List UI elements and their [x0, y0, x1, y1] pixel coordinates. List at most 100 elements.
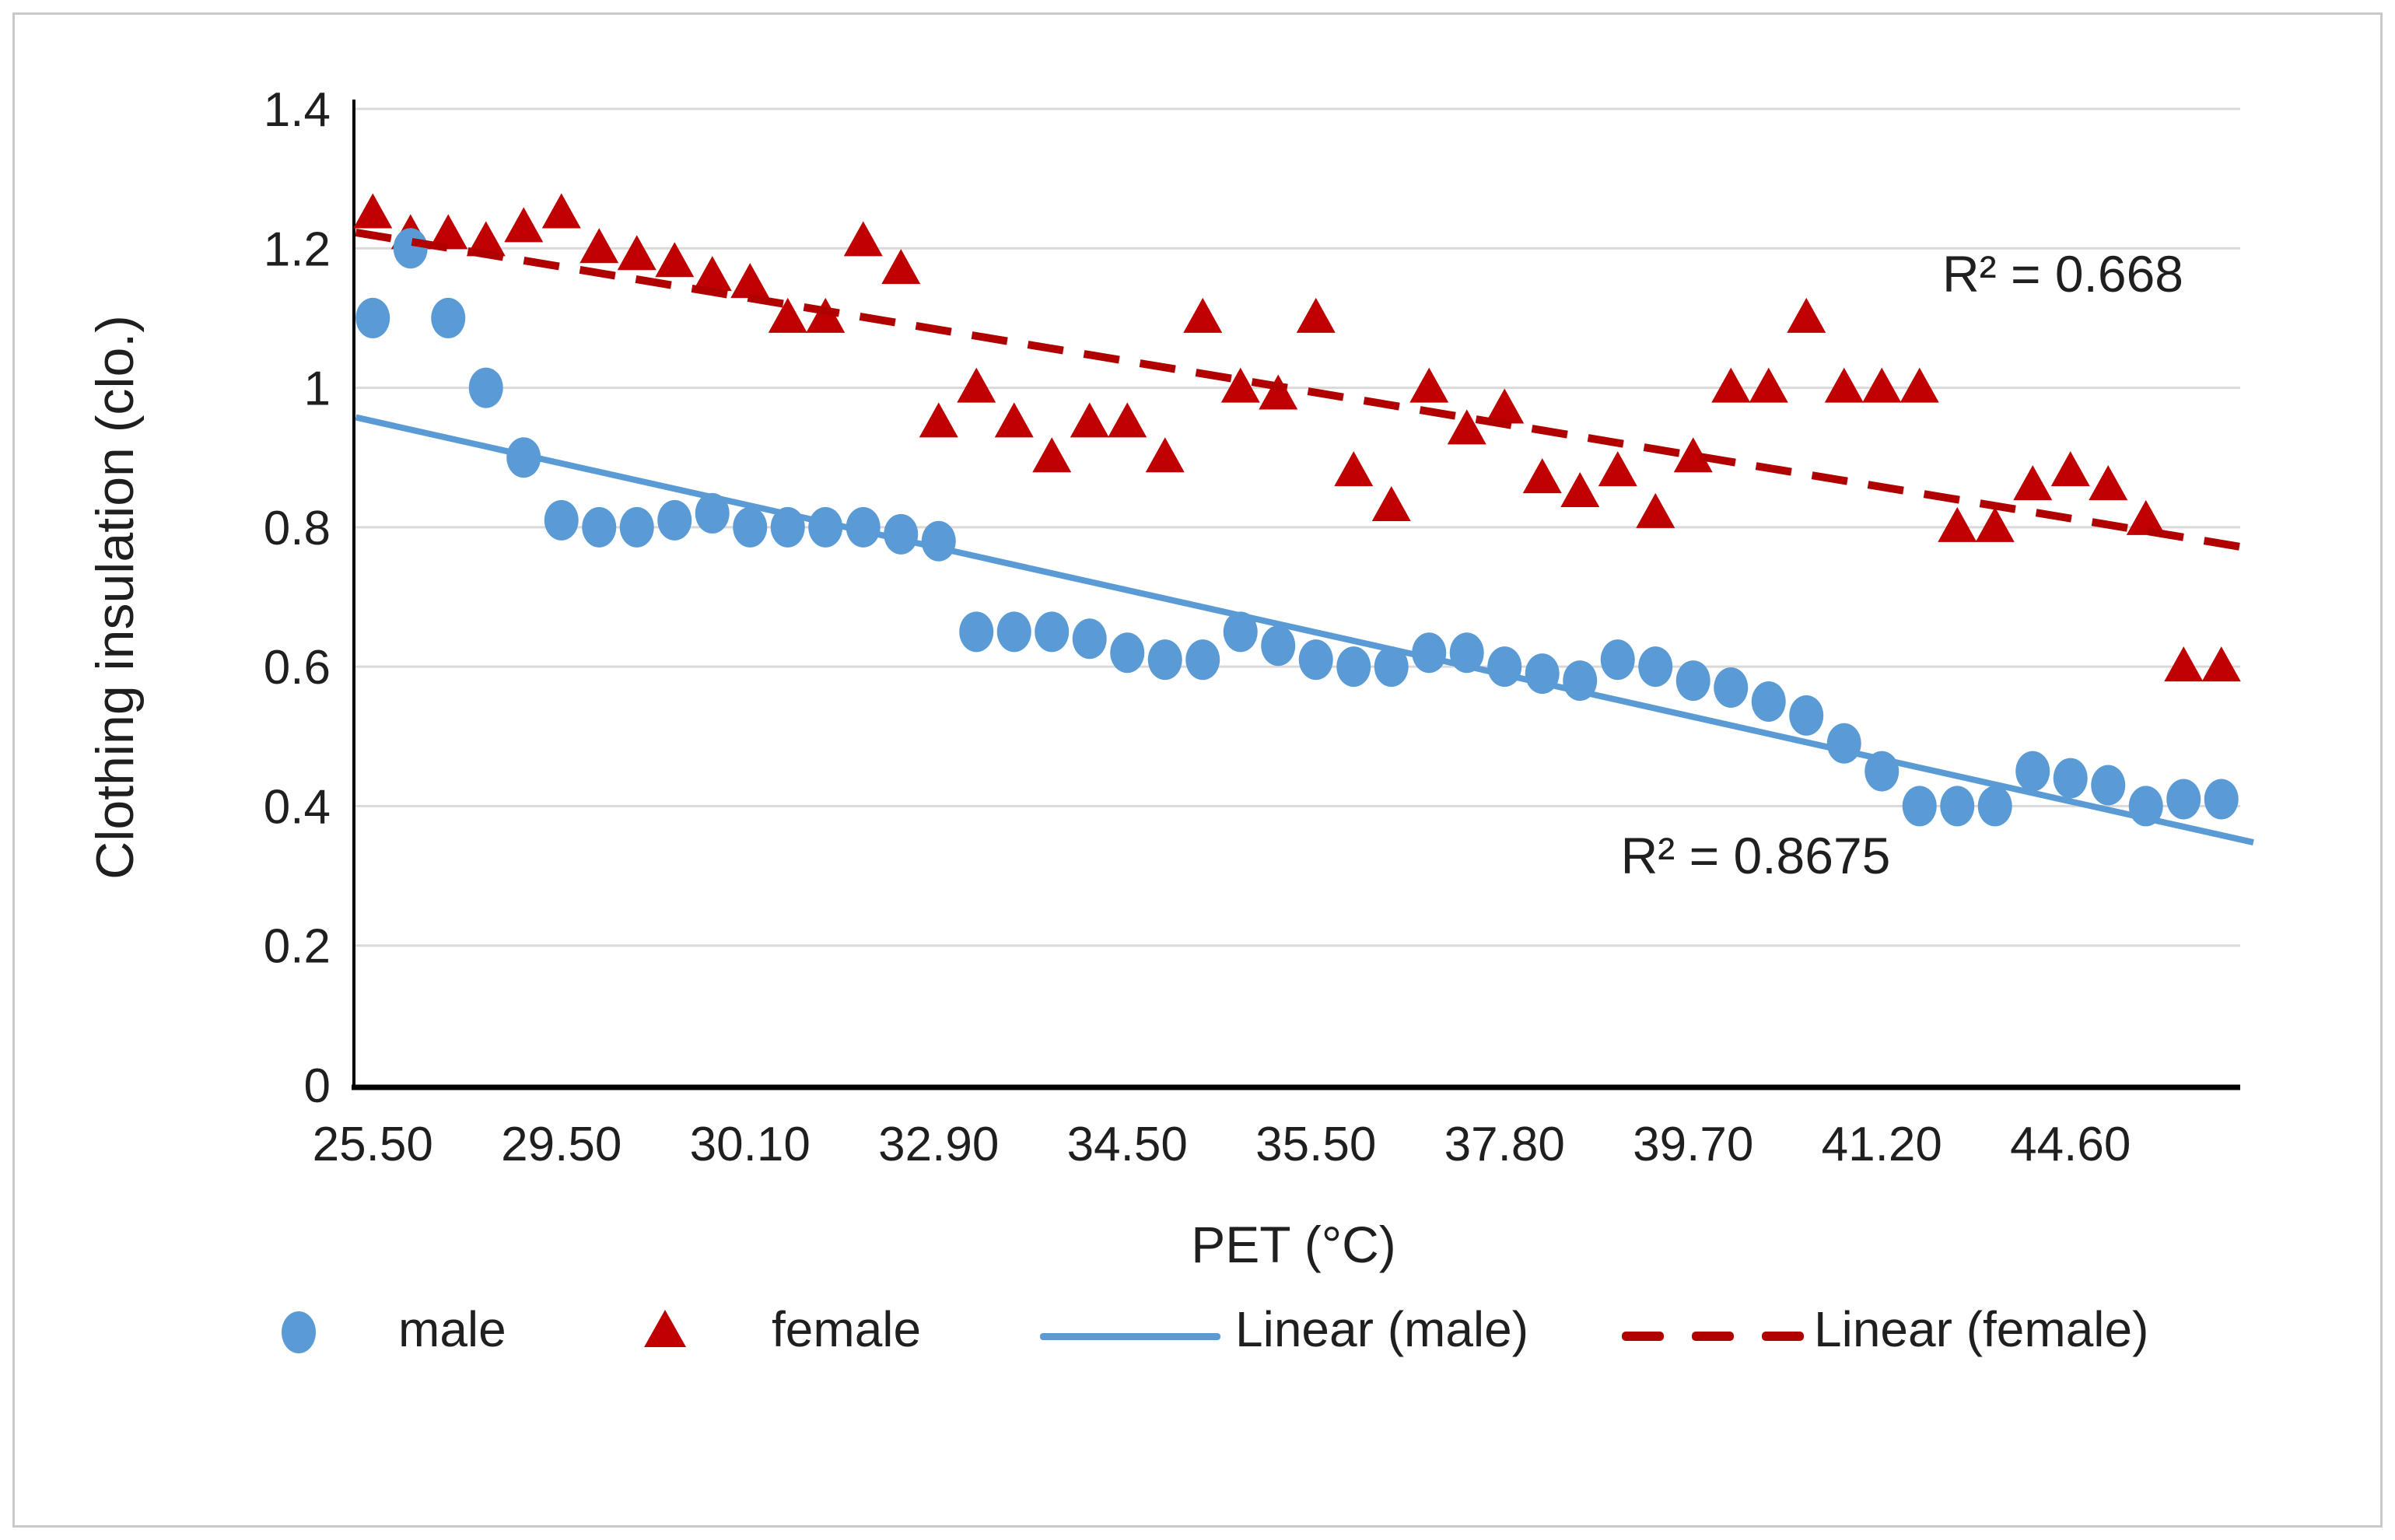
y-tick-label: 1.2 [264, 222, 331, 276]
male-point [996, 611, 1031, 653]
female-point [768, 297, 807, 333]
y-tick-label: 0.2 [264, 920, 331, 974]
female-point [1824, 367, 1864, 403]
trendline-female [355, 228, 2254, 553]
legend-linear-male-label: Linear (male) [1235, 1301, 1529, 1357]
male-point [695, 492, 730, 534]
female-point [692, 256, 732, 292]
female-point [806, 297, 846, 333]
female-point [1032, 437, 1072, 473]
x-tick-label: 41.20 [1822, 1118, 1942, 1171]
female-point [1485, 388, 1525, 424]
male-point [2166, 779, 2201, 820]
male-point [1638, 646, 1673, 688]
legend-male-marker-icon [282, 1311, 316, 1353]
female-point [541, 193, 581, 229]
trendline-male [355, 414, 2254, 845]
female-point [2201, 646, 2241, 682]
x-tick-label: 37.80 [1444, 1118, 1565, 1171]
r2-label-female: R² = 0.668 [1942, 245, 2184, 303]
female-point [1522, 458, 1562, 494]
female-point [919, 402, 958, 438]
legend-female-marker-icon [644, 1310, 686, 1347]
male-point [619, 506, 654, 548]
female-point [1447, 409, 1486, 445]
male-point [1261, 625, 1296, 667]
female-point [617, 235, 657, 271]
male-point [1298, 639, 1333, 681]
y-tick-label: 0.4 [264, 780, 331, 834]
x-tick-label: 25.50 [313, 1118, 433, 1171]
male-point [1110, 632, 1145, 674]
female-point [1371, 485, 1411, 521]
female-point [730, 263, 770, 299]
male-point [1223, 611, 1258, 653]
female-point [2126, 499, 2166, 535]
male-point [1374, 646, 1409, 688]
male-point [1185, 639, 1220, 681]
male-point [1751, 681, 1786, 722]
female-point [1145, 437, 1185, 473]
male-point [808, 506, 843, 548]
male-point [1977, 786, 2012, 827]
female-point [1598, 451, 1637, 487]
x-tick-label: 29.50 [501, 1118, 622, 1171]
male-point [1826, 723, 1861, 764]
female-point [353, 193, 393, 229]
male-point [1336, 646, 1371, 688]
y-tick-label: 0.6 [264, 641, 331, 695]
legend-female-label: female [772, 1301, 922, 1357]
female-point [1673, 437, 1713, 473]
female-point [1108, 402, 1147, 438]
female-point [2013, 465, 2053, 501]
female-point [2089, 465, 2128, 501]
male-point [2053, 758, 2088, 799]
female-point [1938, 506, 1977, 542]
male-point [1035, 611, 1070, 653]
female-point [466, 221, 506, 257]
x-tick-label: 32.90 [878, 1118, 999, 1171]
male-point [1600, 639, 1635, 681]
male-point [1940, 786, 1975, 827]
female-point [1334, 451, 1374, 487]
female-point [1975, 506, 2015, 542]
male-point [355, 297, 390, 338]
legend-linear-female-marker-icon [1622, 1332, 1809, 1341]
female-point [579, 228, 619, 264]
female-point [1749, 367, 1788, 403]
male-point [1072, 618, 1107, 660]
female-point [1787, 297, 1826, 333]
male-point [959, 611, 994, 653]
male-point [2015, 751, 2050, 792]
x-tick-label: 44.60 [2010, 1118, 2131, 1171]
female-point [1220, 367, 1260, 403]
female-point [2164, 646, 2204, 682]
male-point [393, 228, 428, 269]
legend-linear-female-label: Linear (female) [1814, 1301, 2149, 1357]
male-point [921, 520, 956, 562]
legend-male-label: male [398, 1301, 506, 1357]
male-point [431, 297, 466, 338]
male-point [544, 499, 579, 541]
male-point [657, 499, 692, 541]
x-tick-label: 35.50 [1255, 1118, 1376, 1171]
y-tick-label: 1.4 [264, 83, 331, 137]
x-axis-title: PET (°C) [1191, 1216, 1396, 1273]
male-point [1147, 639, 1182, 681]
female-point [994, 402, 1034, 438]
female-point [881, 249, 921, 285]
male-point [733, 506, 768, 548]
male-point [468, 367, 503, 408]
female-point [429, 214, 468, 250]
r2-label-male: R² = 0.8675 [1620, 827, 1891, 884]
female-point [1070, 402, 1109, 438]
y-tick-label: 1 [304, 362, 331, 416]
female-point [843, 221, 883, 257]
female-point [1900, 367, 1939, 403]
male-point [2091, 765, 2126, 806]
female-point [1183, 297, 1223, 333]
legend-linear-male-marker-icon [1040, 1333, 1220, 1340]
y-tick-label: 0.8 [264, 502, 331, 555]
x-tick-label: 30.10 [690, 1118, 811, 1171]
